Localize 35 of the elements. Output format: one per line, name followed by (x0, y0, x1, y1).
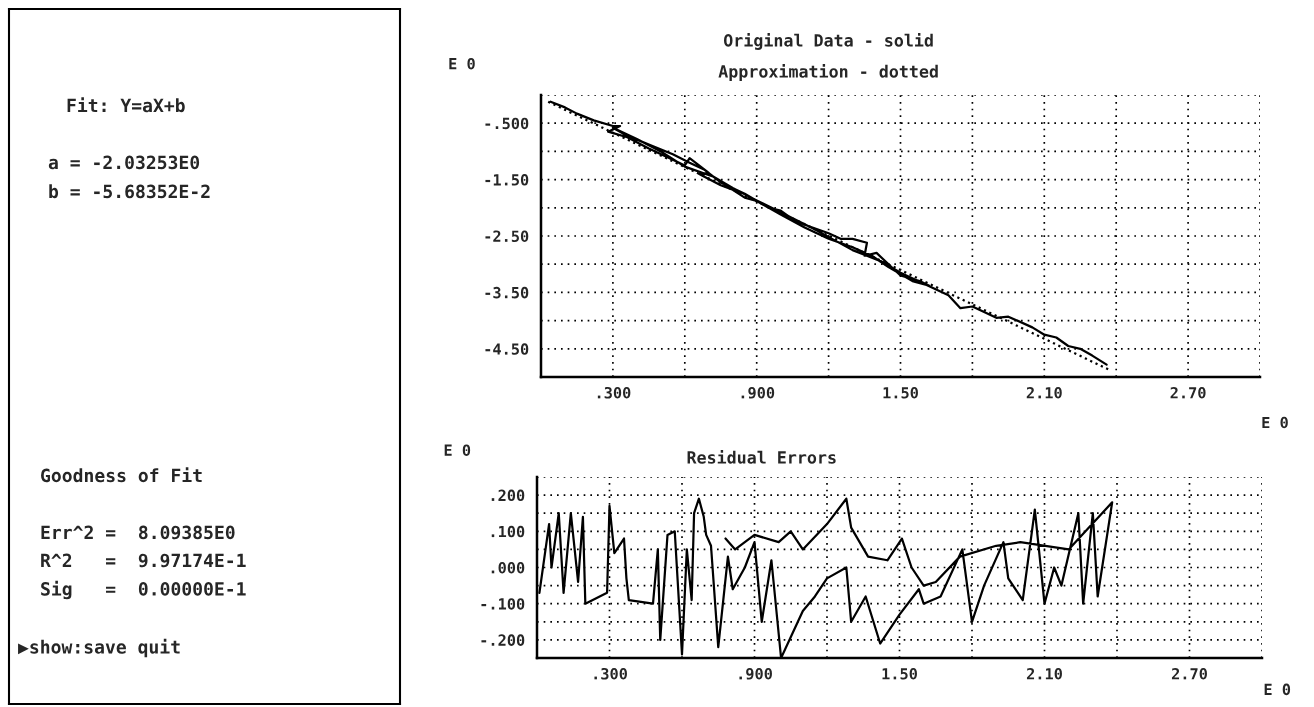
text: Sig = 0.00000E-1 (41, 580, 246, 600)
y-tick-label: -4.50 (485, 343, 529, 355)
y-axis-title: E 0 (444, 444, 471, 456)
chart-title: Original Data - solid (723, 32, 933, 50)
y-tick-label: -.500 (485, 117, 529, 130)
x-tick-label: 2.10 (1026, 386, 1062, 399)
text: a = -2.03253E0 (48, 155, 200, 170)
chart-subtitle: Approximation - dotted (718, 63, 938, 81)
text: Err^2 = 8.09385E0 (41, 525, 235, 540)
chart-title: Residual Errors (687, 449, 836, 464)
y-tick-label: -.100 (481, 598, 525, 610)
x-tick-label: .900 (739, 667, 772, 680)
x-tick-label: .900 (741, 386, 775, 399)
text: R^2 = 9.97174E-1 (41, 553, 246, 568)
x-tick-label: 2.70 (1171, 667, 1207, 680)
x-tick-label: 2.70 (1170, 386, 1206, 399)
x-tick-label: 2.10 (1026, 667, 1062, 680)
x-tick-label: 1.50 (882, 667, 917, 680)
y-tick-label: .100 (491, 525, 525, 538)
x-tick-label: 1.50 (883, 386, 918, 399)
y-axis-title: E 0 (449, 57, 475, 70)
y-tick-label: -3.50 (485, 286, 529, 299)
text: b = -5.68352E-2 (49, 184, 210, 199)
y-tick-label: .200 (491, 489, 525, 502)
text: ▶show:save quit (18, 638, 180, 658)
text: Goodness of Fit (41, 467, 202, 483)
x-axis-title: E 0 (1262, 416, 1288, 429)
x-axis-title: E 0 (1264, 683, 1291, 696)
x-tick-label: .300 (597, 386, 631, 399)
text: Fit: Y=aX+b (67, 97, 185, 113)
y-tick-label: -.200 (481, 634, 525, 646)
y-tick-label: -1.50 (485, 174, 529, 186)
y-tick-label: .000 (491, 561, 525, 574)
y-tick-label: -2.50 (485, 230, 529, 243)
x-tick-label: .300 (594, 667, 627, 680)
